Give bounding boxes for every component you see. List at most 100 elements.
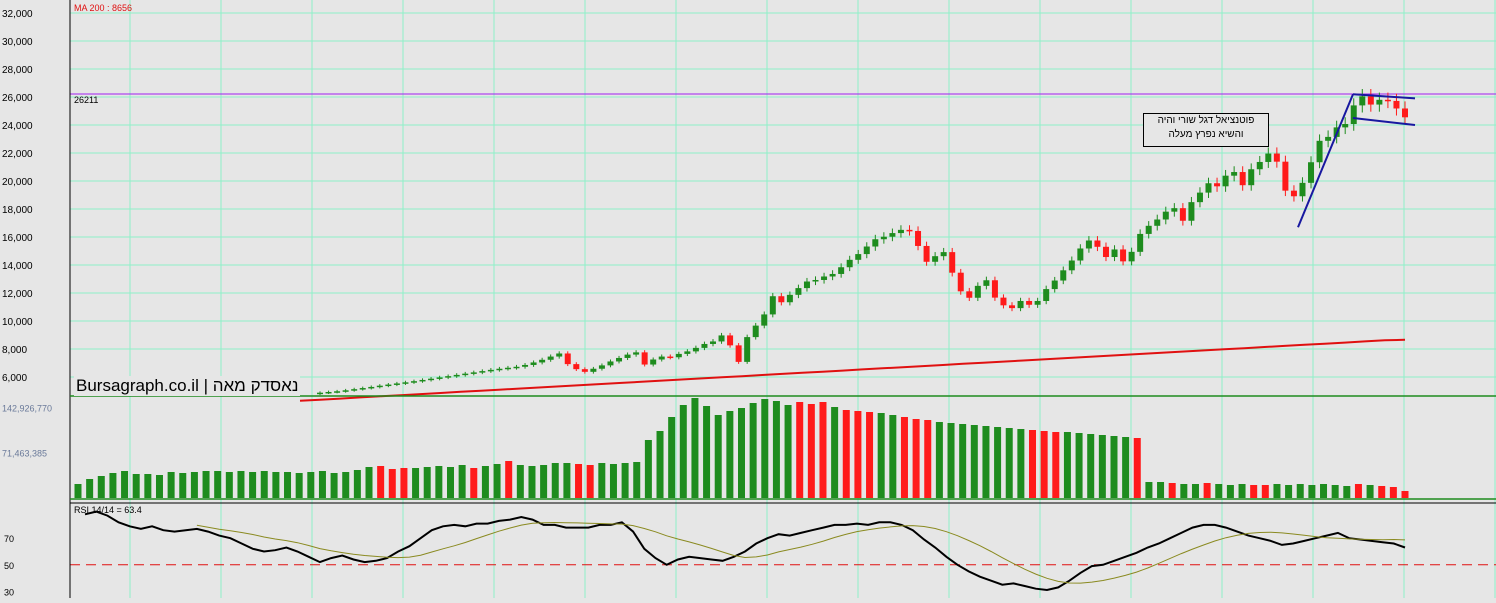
rsi-signal-line <box>196 521 1406 584</box>
candle-body <box>667 356 674 359</box>
candle-body <box>624 354 631 358</box>
candle-body <box>1188 202 1195 221</box>
annotation-box: פוטנציאל דגל שורי והיה והשיא נפרץ מעלה <box>1143 113 1269 147</box>
flag-lower-line <box>1352 117 1416 126</box>
candle-body <box>1102 246 1109 258</box>
candle-body <box>1171 208 1178 212</box>
volume-bar <box>109 473 117 498</box>
volume-bar <box>1203 483 1211 498</box>
candle-body <box>1376 99 1383 105</box>
candle-body <box>436 377 443 379</box>
volume-bar <box>1087 434 1095 498</box>
volume-bar <box>1063 432 1071 498</box>
candle-body <box>957 272 964 292</box>
brand-label: Bursagraph.co.il | נאסדק מאה <box>74 376 301 396</box>
candle-body <box>504 367 511 370</box>
candle-body <box>573 364 580 370</box>
volume-bar <box>1320 484 1328 498</box>
price-tick-label: 28,000 <box>2 65 33 76</box>
candle-body <box>470 372 477 374</box>
candle-body <box>1196 192 1203 203</box>
candle-body <box>317 392 323 395</box>
volume-bar <box>1366 485 1374 498</box>
rsi-tick-label: 70 <box>4 534 14 544</box>
candle-body <box>752 325 759 338</box>
volume-tick-label: 142,926,770 <box>2 404 52 414</box>
volume-bar <box>691 398 699 498</box>
volume-bar <box>563 463 571 498</box>
price-tick-label: 24,000 <box>2 121 33 132</box>
candle-body <box>1393 100 1400 109</box>
candle-body <box>1384 99 1391 102</box>
volume-bar <box>1215 484 1223 498</box>
candle-body <box>1308 162 1315 183</box>
volume-bar <box>1273 484 1281 498</box>
volume-bar <box>446 467 454 498</box>
candle-body <box>410 381 417 383</box>
volume-bar <box>284 472 292 498</box>
candle-body <box>496 368 503 371</box>
volume-bar <box>470 468 478 498</box>
volume-bar <box>342 472 350 498</box>
volume-bar <box>912 419 920 498</box>
candle-body <box>479 371 486 373</box>
volume-bar <box>1343 486 1351 498</box>
candle-body <box>428 378 435 381</box>
candle-body <box>1214 183 1221 187</box>
candle-body <box>838 267 845 274</box>
volume-bar <box>516 465 524 498</box>
candle-body <box>351 389 358 391</box>
candle-body <box>1222 175 1229 187</box>
volume-bar <box>1401 491 1409 498</box>
volume-bar <box>1145 482 1153 498</box>
price-tick-label: 18,000 <box>2 205 33 216</box>
candle-body <box>863 246 870 255</box>
candle-body <box>923 245 930 262</box>
price-tick-label: 12,000 <box>2 289 33 300</box>
volume-bar <box>586 465 594 498</box>
candle-body <box>419 379 426 382</box>
candle-body <box>761 314 768 326</box>
volume-bar <box>784 405 792 498</box>
candle-body <box>564 353 571 365</box>
candle-body <box>1231 172 1238 176</box>
candle-body <box>325 391 332 394</box>
volume-bar <box>365 467 373 498</box>
volume-bar <box>249 472 257 498</box>
ma-label: MA 200 : 8656 <box>74 3 132 13</box>
volume-bar <box>400 468 408 498</box>
volume-bar <box>924 420 932 498</box>
volume-bar <box>947 423 955 498</box>
candle-body <box>590 368 597 372</box>
volume-bar <box>749 403 757 498</box>
candle-body <box>1094 240 1101 247</box>
volume-bar <box>1133 438 1141 498</box>
candle-body <box>675 353 682 358</box>
candle-body <box>393 383 400 385</box>
candle-body <box>1077 248 1084 261</box>
candle-body <box>1239 172 1246 186</box>
volume-bar <box>86 479 94 498</box>
candle-body <box>1282 161 1289 191</box>
volume-bar <box>633 462 641 498</box>
price-tick-label: 20,000 <box>2 177 33 188</box>
price-panel: 26211 <box>70 89 1496 402</box>
volume-bar <box>1285 485 1293 498</box>
candle-body <box>1137 233 1144 252</box>
price-tick-label: 14,000 <box>2 261 33 272</box>
volume-bar <box>900 417 908 498</box>
volume-bar <box>935 422 943 498</box>
candle-body <box>821 276 828 280</box>
candle-body <box>940 252 947 257</box>
volume-bar <box>190 472 198 498</box>
candle-body <box>1000 297 1007 306</box>
candle-body <box>1154 219 1161 226</box>
candle-body <box>402 382 409 384</box>
volume-bar <box>97 476 105 498</box>
candle-body <box>334 391 341 393</box>
volume-tick-label: 71,463,385 <box>2 448 47 458</box>
volume-bar <box>994 427 1002 498</box>
price-tick-label: 16,000 <box>2 233 33 244</box>
